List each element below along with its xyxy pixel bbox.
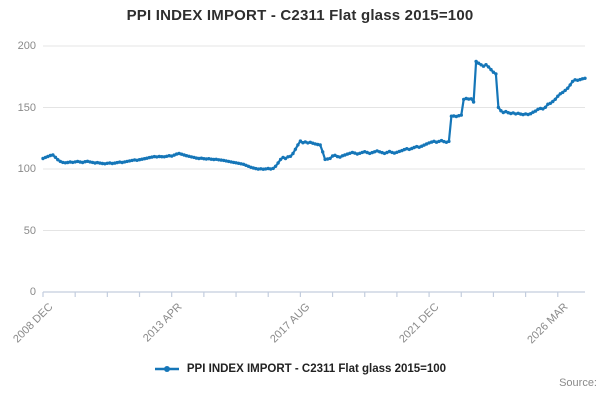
data-point xyxy=(217,158,221,162)
data-point xyxy=(484,62,488,67)
data-point xyxy=(496,105,501,110)
data-point xyxy=(264,167,268,171)
y-axis-tick-label: 0 xyxy=(29,286,36,298)
data-point xyxy=(474,59,478,64)
data-point xyxy=(551,99,555,104)
data-point xyxy=(271,166,275,171)
data-point xyxy=(570,79,575,84)
y-axis-tick-label: 100 xyxy=(17,163,36,175)
legend-item[interactable]: PPI INDEX IMPORT - C2311 Flat glass 2015… xyxy=(154,363,446,375)
data-point xyxy=(328,156,332,161)
data-point xyxy=(556,94,560,98)
data-point xyxy=(541,107,545,111)
data-point xyxy=(583,76,587,81)
data-point xyxy=(197,156,201,161)
data-point xyxy=(204,157,208,161)
data-point xyxy=(105,161,110,165)
data-point xyxy=(561,90,565,95)
data-point xyxy=(447,139,451,144)
data-point xyxy=(471,100,476,104)
data-point xyxy=(273,164,278,168)
data-point xyxy=(323,157,327,162)
data-point xyxy=(157,154,161,159)
data-point xyxy=(494,72,498,76)
data-point xyxy=(318,143,322,147)
data-point xyxy=(459,113,463,117)
data-point xyxy=(499,109,503,113)
data-point xyxy=(553,97,557,102)
data-point xyxy=(486,65,491,69)
data-point xyxy=(293,147,298,151)
data-point xyxy=(276,161,280,165)
data-point xyxy=(160,155,164,159)
data-point xyxy=(291,151,295,156)
data-point xyxy=(489,67,493,72)
data-point xyxy=(194,156,199,160)
data-point xyxy=(568,83,572,87)
data-point xyxy=(68,160,72,164)
data-point xyxy=(51,153,55,157)
data-point xyxy=(100,161,105,166)
data-point xyxy=(283,156,288,161)
y-axis-tick-label: 200 xyxy=(17,40,36,52)
data-point xyxy=(543,105,548,110)
data-point xyxy=(53,155,58,159)
source-label: Source: xyxy=(559,377,597,389)
data-point xyxy=(98,161,102,165)
data-point xyxy=(61,160,65,165)
data-point xyxy=(288,154,293,158)
data-point xyxy=(467,97,471,101)
legend-line-marker-icon xyxy=(154,366,179,372)
data-point xyxy=(566,86,570,90)
chart-legend: PPI INDEX IMPORT - C2311 Flat glass 2015… xyxy=(0,363,600,375)
data-point xyxy=(219,158,223,162)
data-point xyxy=(259,167,263,171)
data-point xyxy=(491,70,496,74)
data-point xyxy=(167,154,171,158)
data-point xyxy=(110,161,115,166)
data-point xyxy=(533,109,538,113)
data-point xyxy=(298,139,303,143)
data-point xyxy=(209,157,213,161)
data-point xyxy=(469,97,473,101)
data-point xyxy=(333,153,337,157)
data-point xyxy=(481,64,486,68)
y-axis-tick-label: 50 xyxy=(23,224,36,237)
data-point xyxy=(296,143,300,147)
chart-title: PPI INDEX IMPORT - C2311 Flat glass 2015… xyxy=(126,7,474,24)
data-point xyxy=(256,167,260,171)
data-point xyxy=(56,158,60,162)
data-line xyxy=(41,60,587,171)
data-point xyxy=(563,88,567,93)
data-point xyxy=(118,160,122,164)
legend-label: PPI INDEX IMPORT - C2311 Flat glass 2015… xyxy=(186,363,447,375)
data-point xyxy=(338,155,342,159)
data-point xyxy=(548,101,553,106)
y-axis-tick-label: 150 xyxy=(17,101,36,114)
data-point xyxy=(321,150,325,154)
data-point xyxy=(155,155,159,159)
data-point xyxy=(476,61,481,65)
data-point xyxy=(278,157,283,162)
